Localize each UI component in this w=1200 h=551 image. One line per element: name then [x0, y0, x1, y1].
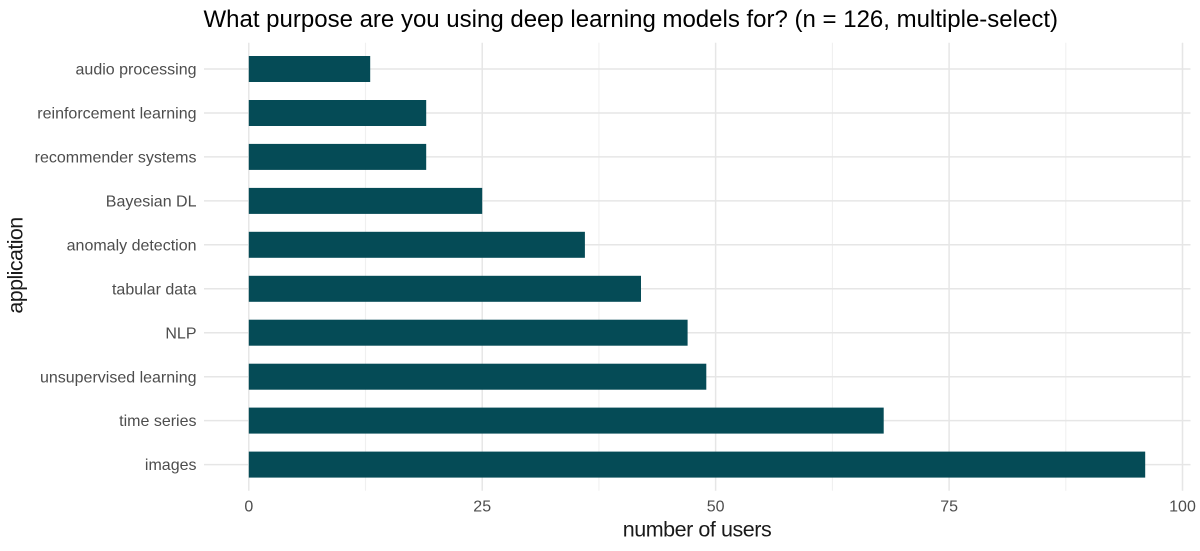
svg-text:audio processing: audio processing	[76, 62, 197, 79]
svg-text:75: 75	[940, 499, 958, 516]
svg-text:time series: time series	[119, 413, 196, 430]
svg-text:NLP: NLP	[165, 325, 196, 342]
svg-text:anomaly detection: anomaly detection	[67, 237, 197, 254]
svg-text:unsupervised learning: unsupervised learning	[40, 369, 197, 386]
svg-text:25: 25	[473, 499, 491, 516]
svg-text:reinforcement learning: reinforcement learning	[37, 106, 196, 123]
svg-text:tabular data: tabular data	[112, 281, 197, 298]
svg-text:recommender systems: recommender systems	[35, 150, 197, 167]
svg-text:application: application	[4, 217, 28, 313]
svg-text:100: 100	[1169, 499, 1196, 516]
svg-text:Bayesian DL: Bayesian DL	[106, 194, 197, 211]
svg-text:What purpose are you using dee: What purpose are you using deep learning…	[204, 6, 1058, 33]
svg-text:0: 0	[244, 499, 253, 516]
svg-text:number of users: number of users	[623, 517, 772, 541]
svg-text:images: images	[145, 457, 197, 474]
svg-text:50: 50	[707, 499, 725, 516]
